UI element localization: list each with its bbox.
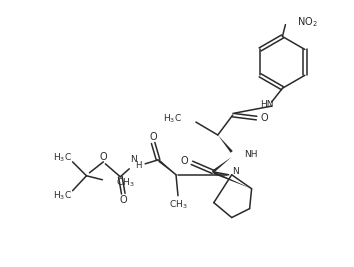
Text: N: N	[232, 167, 239, 176]
Polygon shape	[213, 172, 252, 189]
Polygon shape	[212, 157, 232, 173]
Text: CH$_3$: CH$_3$	[169, 198, 187, 211]
Text: H: H	[135, 161, 142, 170]
Text: O: O	[119, 195, 127, 205]
Text: O: O	[149, 132, 157, 142]
Polygon shape	[218, 135, 233, 153]
Text: N: N	[130, 155, 137, 164]
Text: H$_3$C: H$_3$C	[53, 152, 72, 164]
Text: O: O	[261, 113, 268, 123]
Text: HN: HN	[260, 100, 273, 109]
Polygon shape	[158, 160, 176, 175]
Text: O: O	[180, 156, 188, 166]
Text: CH$_3$: CH$_3$	[116, 176, 135, 189]
Text: H$_3$C: H$_3$C	[163, 113, 182, 125]
Text: H$_3$C: H$_3$C	[53, 189, 72, 202]
Text: NO$_2$: NO$_2$	[297, 16, 318, 29]
Text: NH: NH	[244, 150, 257, 159]
Text: O: O	[99, 152, 107, 162]
